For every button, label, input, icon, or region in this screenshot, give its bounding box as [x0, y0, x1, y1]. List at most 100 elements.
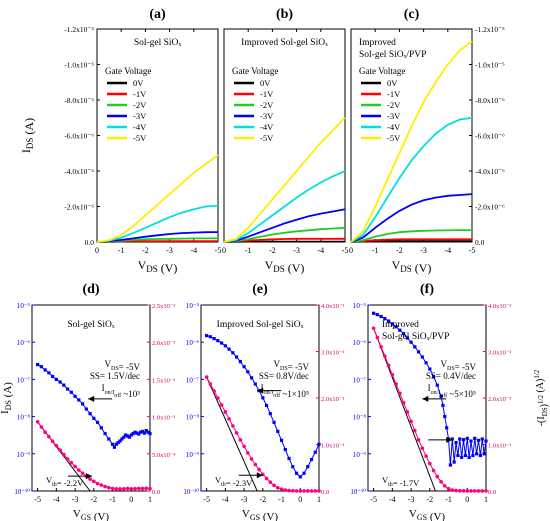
data-point-right — [125, 486, 130, 491]
data-point-right — [62, 452, 66, 457]
data-point-right — [375, 335, 380, 340]
data-point-left — [140, 429, 145, 434]
data-point-right — [114, 486, 119, 491]
y-left-tick-label: 10⁻¹⁰ — [350, 488, 366, 496]
series-line--3V — [350, 193, 473, 243]
panel-1: (b) 0 -1 -2 -3 -4 -5 VDS (V) Improved Sol-gel Si… — [222, 7, 348, 275]
x-tick-label: -1 — [245, 246, 252, 255]
data-point-left — [110, 442, 115, 446]
data-point-left — [103, 431, 107, 436]
data-point-right — [450, 488, 455, 492]
x-axis-label: VGS (V) — [73, 508, 110, 521]
y-right-tick-label: 2.0x10⁻³ — [488, 396, 511, 403]
data-point-left — [482, 452, 486, 456]
y-right-tick-label: 1.0x10⁻³ — [321, 443, 344, 450]
data-point-right — [435, 474, 440, 479]
x-axis-label: VGS (V) — [409, 508, 446, 521]
data-point-left — [484, 439, 488, 443]
y-left-tick-label: 10⁻⁸ — [17, 414, 31, 422]
data-point-left — [458, 437, 462, 441]
x-tick-label: -1 — [118, 246, 125, 255]
y-right-tick-label: 1.5x10⁻³ — [152, 377, 175, 384]
y-tick-label: -1.2x10⁻⁵ — [64, 25, 94, 34]
data-point-left — [223, 344, 227, 348]
data-point-left — [208, 335, 212, 339]
panel-3: (d) -5 -4 -3 -2 -1 0 1 10⁻¹⁰ 10⁻⁹ 10⁻⁸ 10⁻⁷ 10⁻⁶ 10⁻⁵… — [0, 282, 176, 521]
annotation-text: Improved — [382, 320, 419, 330]
y-right-tick-label: 2.5x10⁻³ — [152, 303, 175, 310]
data-point-right — [279, 487, 284, 491]
data-point-left — [416, 350, 421, 354]
data-point-left — [460, 455, 464, 460]
data-point-left — [313, 450, 317, 454]
data-point-left — [309, 457, 314, 462]
y-left-tick-label: 10⁻¹⁰ — [14, 488, 30, 496]
data-point-right — [140, 486, 145, 491]
data-point-right — [50, 439, 55, 443]
data-point-right — [390, 372, 395, 377]
x-tick-label: 1 — [148, 495, 152, 504]
series-line--1V — [223, 237, 345, 243]
data-point-left — [112, 445, 117, 449]
x-tick-label: -5 — [469, 246, 476, 255]
annotation-text: Improved Sol-gel SiOₓ — [241, 38, 328, 48]
data-point-right — [294, 489, 299, 493]
series-line--5V — [350, 40, 473, 243]
data-point-left — [144, 429, 148, 433]
data-point-left — [73, 394, 77, 398]
data-point-right — [99, 483, 104, 487]
legend-entry: -1V — [133, 89, 147, 99]
data-point-left — [471, 453, 475, 458]
x-axis-label: VDS (V) — [138, 258, 178, 275]
vth-label: Vth= -2.3V — [215, 475, 253, 488]
y-tick-label: -6.0x10⁻⁶ — [475, 132, 505, 141]
data-point-left — [306, 465, 310, 469]
legend-entry: -4V — [260, 122, 274, 132]
data-point-right — [416, 438, 421, 442]
data-point-left — [54, 377, 58, 381]
data-point-left — [420, 355, 424, 359]
data-point-left — [317, 442, 321, 446]
x-tick-label: -5 — [342, 246, 349, 255]
y-tick-label: -4.0x10⁻⁶ — [64, 167, 94, 176]
x-tick-label: -4 — [53, 495, 60, 504]
data-point-left — [99, 426, 103, 430]
data-point-right — [54, 443, 59, 448]
y-axis-label: IDS (A) — [0, 382, 14, 414]
data-point-left — [220, 341, 224, 345]
legend-entry: -1V — [387, 89, 401, 99]
data-point-left — [234, 355, 239, 359]
data-point-left — [431, 374, 436, 379]
data-point-left — [125, 434, 130, 438]
legend-entry: -4V — [133, 122, 147, 132]
data-point-left — [43, 368, 47, 372]
x-tick-label: -4 — [444, 246, 451, 255]
data-point-left — [302, 471, 306, 475]
data-point-right — [144, 486, 149, 491]
data-point-left — [443, 415, 447, 419]
data-point-left — [480, 437, 484, 441]
arrow-left-head — [257, 387, 264, 394]
x-tick-label: -2 — [142, 246, 149, 255]
data-point-right — [219, 403, 224, 407]
x-tick-label: -5 — [370, 495, 377, 504]
data-point-left — [428, 367, 432, 371]
data-point-left — [448, 463, 453, 467]
y-tick-label: -1.0x10⁻⁵ — [64, 61, 94, 70]
x-tick-label: -1 — [278, 495, 285, 504]
series-line--5V — [223, 117, 346, 243]
data-point-right — [379, 345, 383, 349]
data-point-left — [439, 394, 443, 398]
x-tick-label: -2 — [426, 495, 433, 504]
data-point-left — [131, 431, 135, 436]
data-point-left — [36, 362, 40, 367]
data-point-right — [268, 480, 273, 484]
y-tick-label: -2.0x10⁻⁶ — [64, 203, 94, 212]
data-point-left — [227, 347, 231, 351]
data-point-left — [133, 430, 137, 434]
panel-label: (b) — [276, 7, 293, 22]
data-point-left — [242, 365, 246, 369]
y-tick-label: -1.0x10⁻⁵ — [475, 61, 505, 70]
annotation-text: Sol-gel SiOₓ/PVP — [359, 50, 426, 60]
data-point-right — [461, 489, 466, 493]
